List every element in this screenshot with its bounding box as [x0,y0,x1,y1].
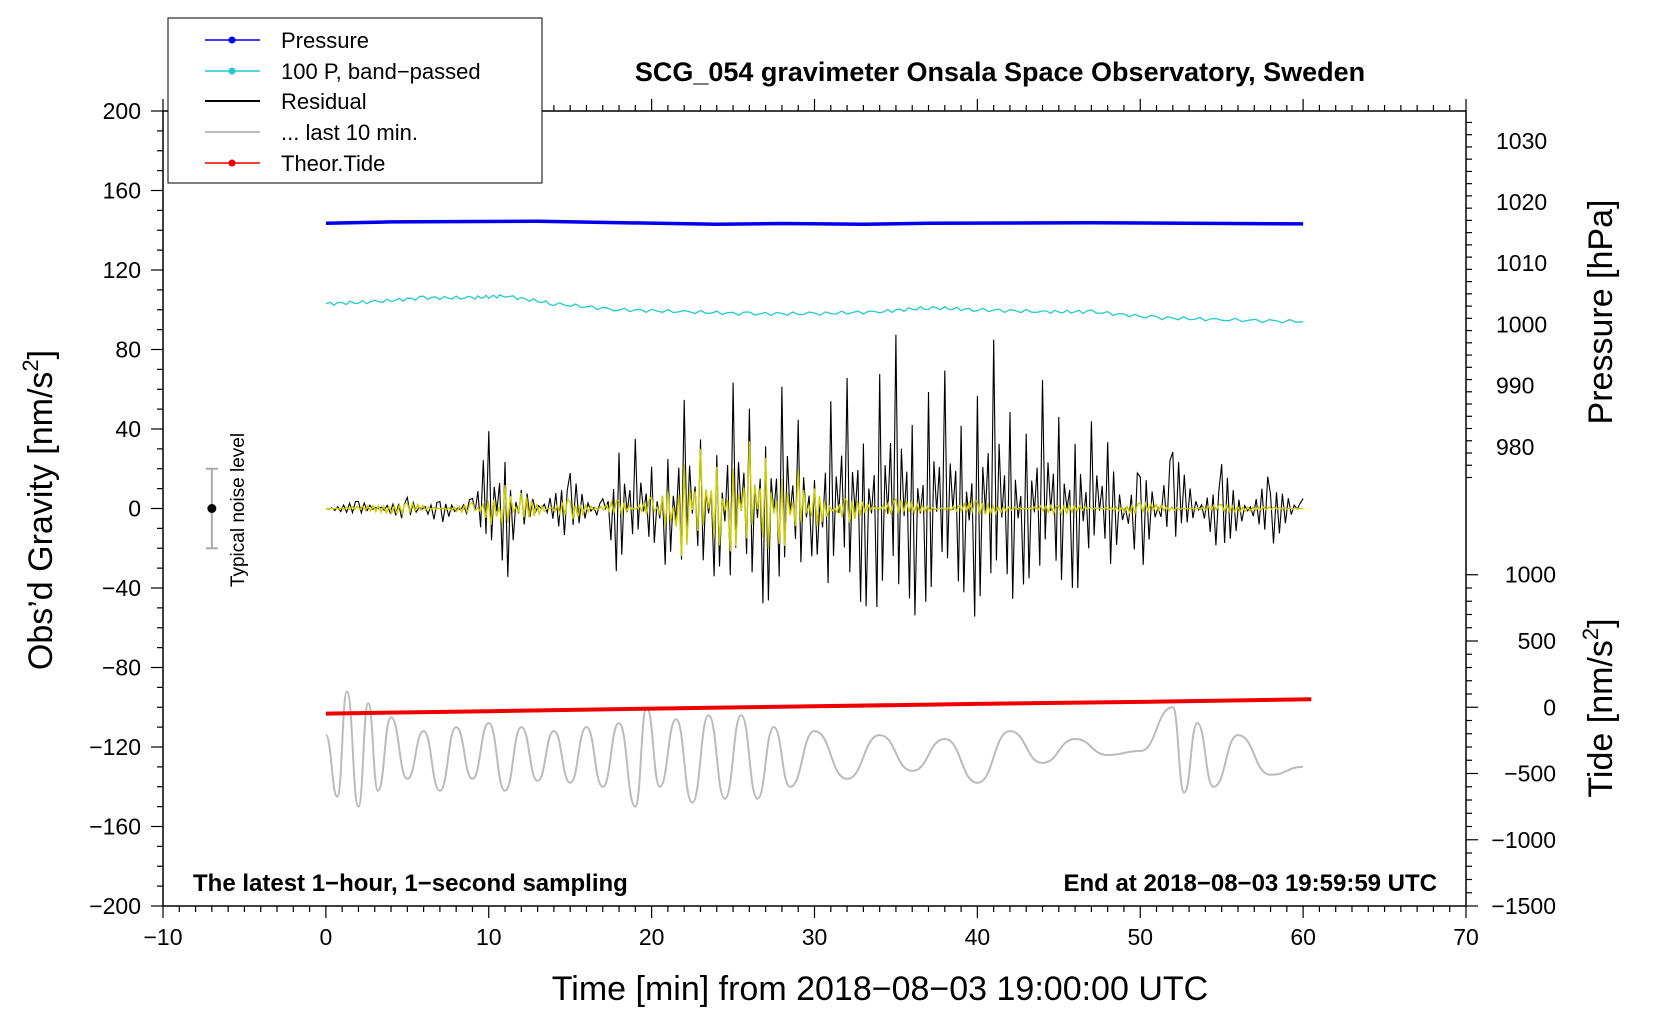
y-tick-label: 80 [115,337,141,363]
y-axis-title-left-close: ] [22,350,60,359]
x-tick-label: 40 [965,924,991,950]
x-tick-label: 70 [1453,924,1479,950]
legend-label-residual: Residual [281,89,367,114]
legend-label-last-10-min: ... last 10 min. [281,120,418,145]
annotation-bottom-left: The latest 1−hour, 1−second sampling [193,870,628,897]
axes-layer: −10 0 10 20 30 40 50 60 7020016012080400−40−80−1… [89,98,1556,950]
y-tick-label: 160 [103,178,141,204]
y-tick-label: −200 [89,893,141,919]
legend-label-pressure: Pressure [281,28,369,53]
noise-level-label: Typical noise level [228,433,249,587]
legend-entry-residual: Residual [205,89,367,114]
y-tick-label: −160 [89,814,141,840]
tide-tick-label: −1500 [1491,893,1556,919]
y-axis-title-tide-close: ] [1582,618,1620,627]
series-layer [324,219,1312,808]
y-tick-label: 40 [115,416,141,442]
y-tick-label: 120 [103,257,141,283]
series-line-band-passed [325,294,1304,324]
y-tick-label: −40 [102,575,141,601]
tide-tick-label: −500 [1504,761,1556,787]
noise-center-point [207,504,217,513]
x-tick-label: 30 [802,924,828,950]
x-tick-label: 20 [639,924,665,950]
series-line-band-passed-residual [325,441,1304,557]
y-tick-label: −80 [102,655,141,681]
y-axis-title-tide-main: Tide [nm/s [1582,640,1620,797]
legend: Pressure 100 P, band−passed Residual ...… [167,17,543,184]
y-tick-label: −120 [89,734,141,760]
y-axis-title-left: Obs’d Gravity [nm/s2] [18,350,60,670]
decor-layer [205,467,218,550]
tide-tick-label: −1000 [1491,827,1556,853]
legend-marker-theor-tide [228,159,236,167]
annotation-bottom-right: End at 2018−08−03 19:59:59 UTC [1063,870,1437,897]
x-tick-label: 50 [1127,924,1153,950]
legend-entry-theor-tide: Theor.Tide [205,151,385,176]
x-axis-title: Time [min] from 2018−08−03 19:00:00 UTC [552,970,1208,1008]
series-line-theor-tide [325,697,1312,716]
y-tick-label: 0 [128,496,141,522]
pressure-tick-label: 1010 [1496,250,1547,276]
pressure-tick-label: 1030 [1496,128,1547,154]
tide-tick-label: 1000 [1505,562,1556,588]
legend-marker-pressure [228,36,236,44]
x-tick-label: 60 [1290,924,1316,950]
x-tick-label: 10 [476,924,502,950]
x-tick-label: −10 [143,924,182,950]
y-axis-title-left-main: Obs’d Gravity [nm/s [22,372,60,671]
pressure-tick-label: 990 [1496,373,1534,399]
y-axis-title-tide: Tide [nm/s2] [1578,618,1620,797]
chart-title: SCG_054 gravimeter Onsala Space Observat… [635,57,1365,87]
pressure-tick-label: 1020 [1496,189,1547,215]
legend-label-band-passed: 100 P, band−passed [281,59,481,84]
legend-label-theor-tide: Theor.Tide [281,151,385,176]
x-tick-label: 0 [319,924,332,950]
legend-entry-band-passed: 100 P, band−passed [205,59,481,84]
legend-entry-pressure: Pressure [205,28,369,53]
y-axis-title-pressure: Pressure [hPa] [1582,200,1620,425]
series-line-pressure [325,219,1304,227]
series-line-last-10-min [324,690,1304,808]
y-axis-title-left-sup: 2 [18,359,43,371]
legend-marker-band-passed [228,67,236,75]
pressure-tick-label: 1000 [1496,311,1547,337]
tide-tick-label: 500 [1518,628,1556,654]
legend-entry-last-10-min: ... last 10 min. [205,120,418,145]
tide-tick-label: 0 [1543,694,1556,720]
y-axis-title-tide-sup: 2 [1578,628,1603,640]
pressure-tick-label: 980 [1496,434,1534,460]
y-tick-label: 200 [103,98,141,124]
